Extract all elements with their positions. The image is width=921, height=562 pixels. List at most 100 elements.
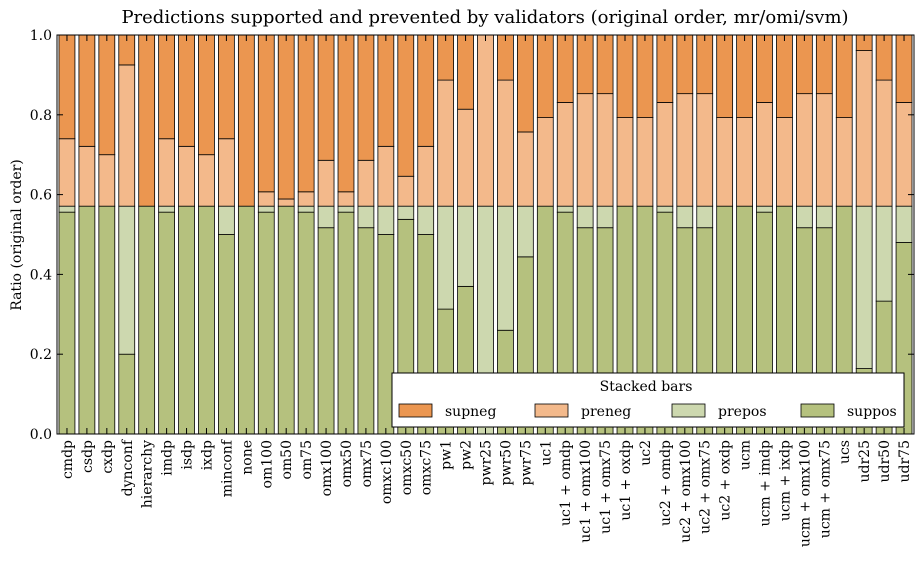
bar-supneg bbox=[138, 34, 156, 207]
bar-supneg bbox=[297, 34, 315, 193]
x-tick-label: omx75 bbox=[359, 440, 375, 487]
y-tick-label: 1.0 bbox=[30, 28, 52, 44]
bar-preneg bbox=[118, 64, 136, 207]
bar-suppos bbox=[277, 205, 295, 435]
x-tick-label: pw2 bbox=[459, 440, 475, 470]
bar-supneg bbox=[656, 34, 674, 103]
bar-preneg bbox=[58, 138, 76, 207]
bar-supneg bbox=[756, 34, 773, 103]
bar-prepos bbox=[397, 205, 415, 220]
bar-prepos bbox=[815, 205, 833, 229]
x-tick-label: uc1 bbox=[538, 440, 554, 466]
x-tick-label: pw1 bbox=[439, 440, 455, 470]
bar-suppos bbox=[297, 211, 315, 435]
bar-supneg bbox=[815, 34, 833, 95]
x-tick-label: udr25 bbox=[857, 440, 873, 483]
x-tick-label: uc2 bbox=[638, 440, 654, 466]
x-tick-label: omx100 bbox=[319, 440, 335, 496]
bar-preneg bbox=[815, 93, 833, 207]
bar-prepos bbox=[257, 205, 275, 213]
bar-prepos bbox=[676, 205, 694, 229]
x-tick-label: cxdp bbox=[100, 440, 116, 474]
bar-prepos bbox=[317, 205, 335, 229]
chart-title: Predictions supported and prevented by v… bbox=[121, 7, 848, 28]
bar-supneg bbox=[576, 34, 594, 95]
bar-supneg bbox=[58, 34, 76, 140]
bar-supneg bbox=[776, 34, 793, 118]
legend-box bbox=[391, 372, 905, 428]
bar-supneg bbox=[616, 34, 634, 118]
bar-preneg bbox=[98, 154, 116, 207]
bar-preneg bbox=[596, 93, 614, 207]
bar-supneg bbox=[158, 34, 175, 140]
bar-supneg bbox=[516, 34, 534, 133]
bar-preneg bbox=[357, 159, 375, 207]
legend-label-prepos: prepos bbox=[718, 404, 767, 420]
bar-supneg bbox=[536, 34, 554, 118]
bar-preneg bbox=[397, 175, 415, 207]
bar-suppos bbox=[198, 205, 215, 435]
bar-preneg bbox=[158, 138, 175, 207]
bar-supneg bbox=[736, 34, 753, 118]
bar-suppos bbox=[337, 211, 355, 435]
bar-preneg bbox=[78, 145, 96, 207]
bar-supneg bbox=[397, 34, 415, 177]
bar-supneg bbox=[796, 34, 813, 95]
bar-supneg bbox=[337, 34, 355, 193]
bar-suppos bbox=[377, 234, 395, 435]
bar-prepos bbox=[218, 205, 235, 235]
bar-supneg bbox=[317, 34, 335, 161]
bar-supneg bbox=[78, 34, 96, 147]
bar-suppos bbox=[118, 353, 136, 435]
bar-preneg bbox=[337, 191, 355, 207]
x-tick-label: ixdp bbox=[199, 440, 215, 470]
bar-preneg bbox=[377, 145, 395, 207]
bar-preneg bbox=[716, 117, 734, 207]
legend: Stacked bars supneg preneg prepos suppos bbox=[391, 372, 905, 428]
x-tick-label: ucm + omx75 bbox=[817, 440, 833, 538]
bar-preneg bbox=[835, 117, 853, 207]
bar-supneg bbox=[457, 34, 474, 110]
bar-supneg bbox=[596, 34, 614, 95]
bar-supneg bbox=[277, 34, 295, 200]
bar-preneg bbox=[616, 117, 634, 207]
y-tick-label: 0.8 bbox=[30, 108, 52, 124]
x-tick-label: om75 bbox=[299, 440, 315, 480]
bar-prepos bbox=[417, 205, 435, 235]
bar-suppos bbox=[317, 227, 335, 435]
bar-supneg bbox=[556, 34, 574, 103]
bar-prepos bbox=[556, 205, 574, 213]
legend-title: Stacked bars bbox=[600, 379, 693, 395]
bar-prepos bbox=[796, 205, 813, 229]
bar-preneg bbox=[198, 154, 215, 207]
legend-swatch-preneg bbox=[534, 403, 569, 418]
bar-supneg bbox=[835, 34, 853, 118]
bar-supneg bbox=[895, 34, 913, 103]
x-tick-label: omxc75 bbox=[419, 440, 435, 495]
x-tick-label: uc2 + omdp bbox=[658, 440, 674, 526]
x-tick-label: udr50 bbox=[877, 440, 893, 483]
x-tick-label: omxc100 bbox=[379, 440, 395, 504]
bar-preneg bbox=[457, 108, 474, 207]
bar-prepos bbox=[337, 205, 355, 213]
bar-supneg bbox=[377, 34, 395, 147]
x-tick-label: uc1 + omx75 bbox=[598, 440, 614, 534]
x-tick-label: ucm bbox=[738, 440, 754, 470]
x-tick-label: uc2 + omx75 bbox=[698, 440, 714, 534]
x-tick-label: uc1 + omdp bbox=[558, 440, 574, 526]
bar-supneg bbox=[178, 34, 195, 147]
bar-suppos bbox=[158, 211, 175, 435]
bar-prepos bbox=[357, 205, 375, 229]
bar-prepos bbox=[875, 205, 893, 302]
x-tick-label: ucm + ixdp bbox=[777, 440, 793, 521]
bar-prepos bbox=[656, 205, 674, 213]
bar-prepos bbox=[457, 205, 474, 287]
y-axis-label: Ratio (original order) bbox=[9, 159, 25, 311]
bar-supneg bbox=[237, 34, 255, 207]
bar-supneg bbox=[497, 34, 514, 81]
bar-prepos bbox=[756, 205, 773, 213]
bar-preneg bbox=[676, 93, 694, 207]
bar-suppos bbox=[178, 205, 195, 435]
bar-preneg bbox=[317, 159, 335, 207]
